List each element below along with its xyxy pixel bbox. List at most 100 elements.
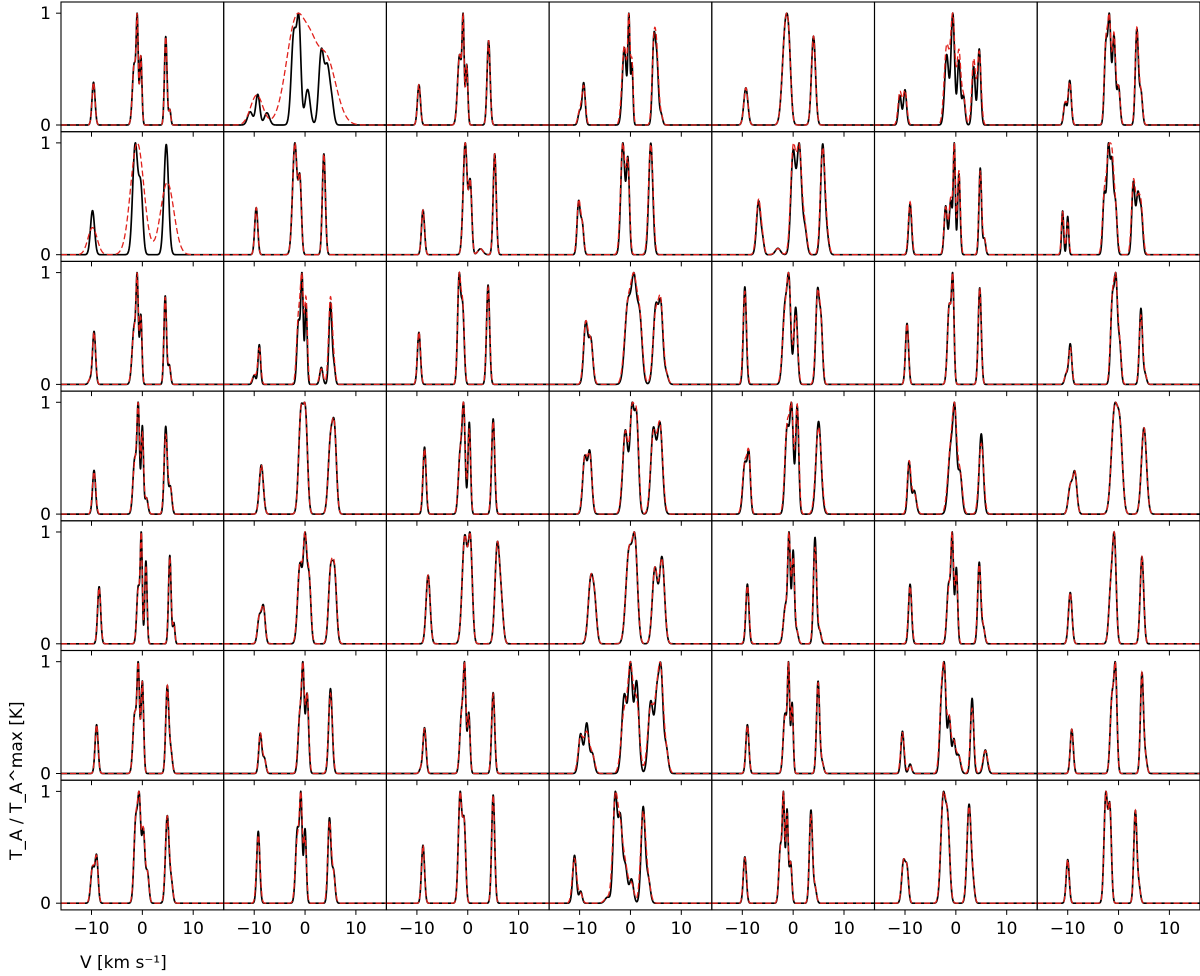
panel-r2-c6 <box>1036 260 1200 397</box>
y-tick-label: 1 <box>40 4 51 24</box>
x-tick-label: 10 <box>182 919 204 939</box>
model-fit-line <box>711 142 875 256</box>
x-tick-label: −10 <box>399 919 435 939</box>
y-tick-label: 1 <box>40 782 51 802</box>
model-fit-line <box>549 271 712 386</box>
y-tick-label: 0 <box>40 505 51 525</box>
observed-spectrum-line <box>61 790 224 905</box>
panel-grid <box>56 1 1200 915</box>
model-fit-line <box>874 401 1038 515</box>
panel-frame <box>548 260 713 392</box>
model-fit-line <box>874 11 1038 126</box>
x-tick-labels: −10 0 10 −10 0 10 −10 0 10 −10 0 10 −10 0 10 −10 0 10 −10 0… <box>74 919 1181 939</box>
x-tick-label: 0 <box>788 919 799 939</box>
panel-r4-c0 <box>56 520 225 656</box>
panel-r3-c2 <box>385 390 550 526</box>
panel-r3-c3 <box>548 390 713 526</box>
x-tick-label: 10 <box>1159 919 1181 939</box>
x-tick-label: 0 <box>300 919 311 939</box>
model-fit-line <box>711 791 875 904</box>
x-tick-label: 10 <box>833 919 855 939</box>
panel-r0-c4 <box>711 1 876 137</box>
model-fit-line <box>711 661 875 775</box>
model-fit-line <box>1037 12 1200 126</box>
panel-r2-c2 <box>385 260 550 397</box>
y-tick-label: 1 <box>40 393 51 413</box>
panel-frame <box>548 649 713 781</box>
x-tick-label: 0 <box>625 919 636 939</box>
panel-r4-c1 <box>223 520 387 656</box>
panel-r0-c1 <box>223 1 387 137</box>
observed-spectrum-line <box>711 271 875 386</box>
model-fit-line <box>223 141 387 256</box>
panel-r5-c2 <box>385 649 550 786</box>
panel-r3-c4 <box>711 390 876 526</box>
model-fit-line <box>711 271 875 386</box>
model-fit-line <box>711 531 875 645</box>
panel-frame <box>711 520 876 652</box>
panel-r6-c6 <box>1036 779 1200 915</box>
x-tick-label: 0 <box>462 919 473 939</box>
y-tick-label: 0 <box>40 894 51 914</box>
model-fit-line <box>61 142 224 256</box>
panel-frame <box>385 131 550 262</box>
model-fit-line <box>874 142 1038 256</box>
panel-frame <box>60 390 225 522</box>
observed-spectrum-line <box>223 531 387 645</box>
observed-spectrum-line <box>223 12 387 126</box>
observed-spectrum-line <box>711 142 875 256</box>
observed-spectrum-line <box>1037 531 1200 645</box>
x-tick-label: −10 <box>562 919 598 939</box>
model-fit-line <box>61 272 224 386</box>
x-tick-label: 0 <box>950 919 961 939</box>
model-fit-line <box>549 401 712 515</box>
x-tick-label: 10 <box>345 919 367 939</box>
panel-r3-c5 <box>873 390 1038 526</box>
model-fit-line <box>1037 401 1200 515</box>
panel-frame <box>873 779 1038 911</box>
x-tick-label: 0 <box>1113 919 1124 939</box>
x-tick-label: −10 <box>887 919 923 939</box>
panel-r6-c5 <box>873 779 1038 915</box>
x-axis-label: V [km s⁻¹] <box>80 953 167 973</box>
model-fit-line <box>386 401 550 515</box>
y-tick-label: 1 <box>40 264 51 284</box>
panel-r3-c6 <box>1036 390 1200 526</box>
model-fit-line <box>874 660 1038 775</box>
observed-spectrum-line <box>223 660 387 775</box>
observed-spectrum-line <box>549 660 712 775</box>
panel-r2-c4 <box>711 260 876 397</box>
model-fit-line <box>61 790 224 904</box>
y-tick-label: 1 <box>40 523 51 543</box>
panel-frame <box>1036 1 1200 133</box>
panel-r1-c5 <box>873 131 1038 267</box>
observed-spectrum-line <box>874 531 1038 645</box>
observed-spectrum-line <box>1037 401 1200 515</box>
observed-spectrum-line <box>1037 12 1200 126</box>
panel-frame <box>548 779 713 911</box>
model-fit-line <box>223 401 387 515</box>
model-fit-line <box>223 790 387 904</box>
panel-r1-c6 <box>1036 131 1200 267</box>
observed-spectrum-line <box>549 790 712 905</box>
panel-frame <box>223 779 387 911</box>
model-fit-line <box>223 659 387 775</box>
model-fit-line <box>874 530 1038 645</box>
model-fit-line <box>61 659 224 775</box>
model-fit-line <box>386 13 550 126</box>
x-tick-label: 0 <box>137 919 148 939</box>
observed-spectrum-line <box>61 401 224 515</box>
observed-spectrum-line <box>549 12 712 126</box>
panel-r1-c1 <box>223 131 387 267</box>
model-fit-line <box>1037 271 1200 386</box>
observed-spectrum-line <box>61 660 224 775</box>
model-fit-line <box>874 790 1038 904</box>
model-fit-line <box>549 13 712 126</box>
model-fit-line <box>61 531 224 645</box>
panel-r6-c3 <box>548 779 713 915</box>
panel-frame <box>223 649 387 781</box>
model-fit-line <box>549 660 712 775</box>
x-tick-label: −10 <box>1050 919 1086 939</box>
panel-r0-c0 <box>56 1 225 137</box>
